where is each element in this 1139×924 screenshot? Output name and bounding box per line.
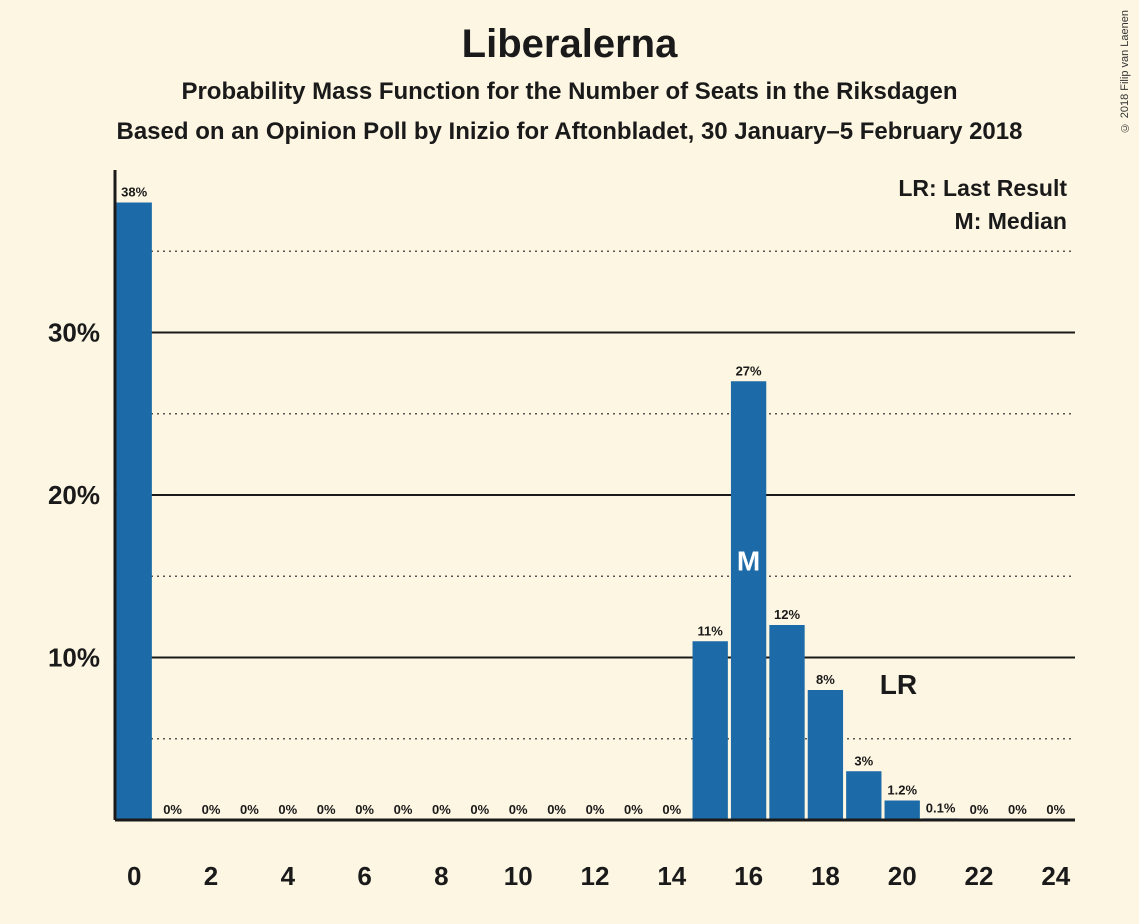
bar-value-label: 0% xyxy=(470,802,489,817)
bar-value-label: 0% xyxy=(432,802,451,817)
last-result-marker: LR xyxy=(880,669,917,700)
bar-value-label: 0% xyxy=(1046,802,1065,817)
bar xyxy=(117,203,152,821)
copyright-text: © 2018 Filip van Laenen xyxy=(1119,10,1131,133)
bar-value-label: 38% xyxy=(121,185,147,200)
bar-value-label: 0% xyxy=(509,802,528,817)
bar-value-label: 12% xyxy=(774,607,800,622)
bar xyxy=(731,381,766,820)
bar-value-label: 11% xyxy=(698,623,724,638)
bar xyxy=(885,801,920,821)
bar-value-label: 0% xyxy=(202,802,221,817)
x-tick-label: 16 xyxy=(734,861,763,891)
bar-value-label: 0% xyxy=(662,802,681,817)
bar-value-label: 0% xyxy=(163,802,182,817)
x-tick-label: 2 xyxy=(204,861,218,891)
bar-value-label: 0.1% xyxy=(926,800,956,815)
bar-value-label: 0% xyxy=(240,802,259,817)
bar-value-label: 3% xyxy=(854,753,873,768)
chart-subtitle-1: Probability Mass Function for the Number… xyxy=(0,78,1139,106)
legend-m: M: Median xyxy=(898,208,1067,235)
bar-value-label: 1.2% xyxy=(887,783,917,798)
y-tick-label: 30% xyxy=(48,318,100,348)
chart-title: Liberalerna xyxy=(0,22,1139,67)
x-tick-label: 0 xyxy=(127,861,141,891)
bar-value-label: 0% xyxy=(355,802,374,817)
x-tick-label: 22 xyxy=(965,861,994,891)
legend-lr: LR: Last Result xyxy=(898,175,1067,202)
bar-value-label: 0% xyxy=(317,802,336,817)
bar xyxy=(846,771,881,820)
bar xyxy=(693,641,728,820)
chart-legend: LR: Last Result M: Median xyxy=(898,175,1067,235)
bar xyxy=(808,690,843,820)
x-tick-label: 20 xyxy=(888,861,917,891)
median-marker: M xyxy=(737,546,760,577)
bar-value-label: 0% xyxy=(586,802,605,817)
x-tick-label: 8 xyxy=(434,861,448,891)
bar-value-label: 0% xyxy=(394,802,413,817)
x-tick-label: 24 xyxy=(1041,861,1070,891)
x-tick-label: 10 xyxy=(504,861,533,891)
bar-value-label: 27% xyxy=(736,363,762,378)
y-tick-label: 20% xyxy=(48,480,100,510)
bar-value-label: 0% xyxy=(1008,802,1027,817)
x-tick-label: 14 xyxy=(657,861,686,891)
bar-value-label: 8% xyxy=(816,672,835,687)
bar-value-label: 0% xyxy=(278,802,297,817)
bar-value-label: 0% xyxy=(970,802,989,817)
x-tick-label: 4 xyxy=(281,861,296,891)
bar-value-label: 0% xyxy=(547,802,566,817)
y-tick-label: 10% xyxy=(48,643,100,673)
chart-subtitle-2: Based on an Opinion Poll by Inizio for A… xyxy=(0,118,1139,146)
bar-value-label: 0% xyxy=(624,802,643,817)
x-tick-label: 12 xyxy=(581,861,610,891)
bar xyxy=(769,625,804,820)
x-tick-label: 18 xyxy=(811,861,840,891)
x-tick-label: 6 xyxy=(357,861,371,891)
